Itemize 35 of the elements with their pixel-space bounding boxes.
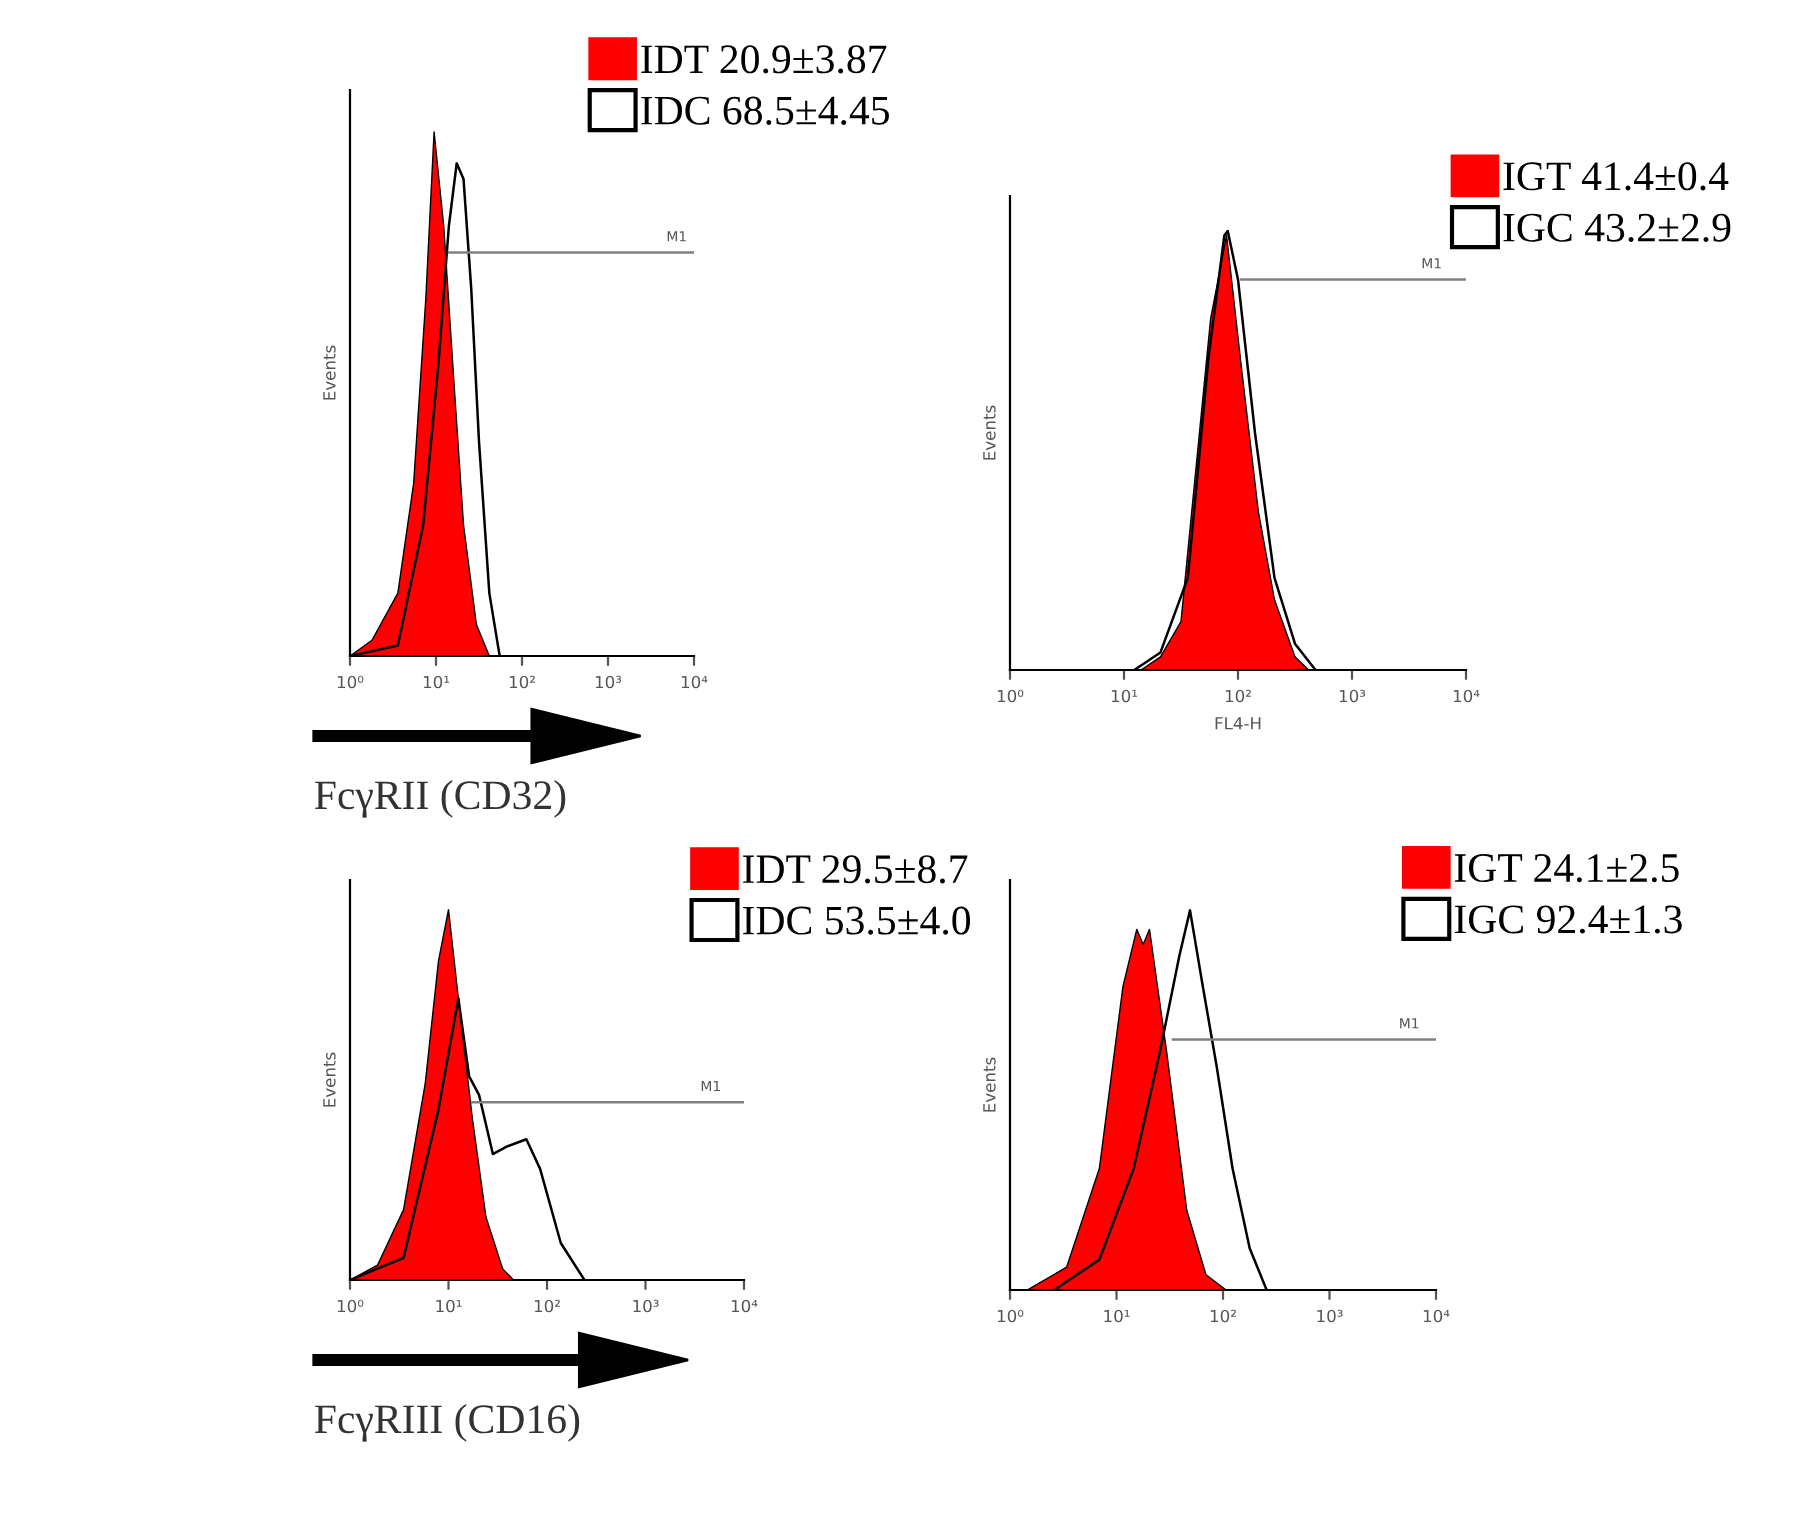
x-tick-label: 10⁰	[337, 1299, 364, 1313]
legend-label: IGC 92.4±1.3	[1454, 905, 1682, 934]
legend-label: IGT 24.1±2.5	[1454, 854, 1679, 883]
x-tick-label: 10³	[1317, 1309, 1343, 1323]
x-tick-label: 10³	[595, 675, 622, 689]
x-tick-label: 10²	[1210, 1309, 1236, 1323]
legend-label: IDC 53.5±4.0	[743, 906, 971, 935]
legend-label: IDT 29.5±8.7	[743, 855, 968, 884]
x-tick-label: 10⁴	[681, 675, 708, 689]
x-axis-title: FL4-H	[1215, 717, 1261, 730]
x-tick-label: 10⁰	[997, 689, 1024, 703]
x-tick-label: 10¹	[436, 1299, 462, 1313]
y-axis-title: Events	[983, 405, 996, 460]
x-tick-label: 10⁴	[1453, 689, 1480, 703]
x-tick-label: 10³	[633, 1299, 659, 1313]
x-tick-label: 10³	[1339, 689, 1366, 703]
legend-label: IDC 68.5±4.45	[641, 96, 889, 125]
x-tick-label: 10⁰	[997, 1309, 1024, 1323]
y-axis-title: Events	[323, 1052, 336, 1107]
text: FcγRIII (CD16)	[314, 1404, 580, 1442]
x-tick-label: 10²	[534, 1299, 560, 1313]
legend-label: IGT 41.4±0.4	[1503, 162, 1729, 191]
legend-label: IDT 20.9±3.87	[641, 45, 887, 74]
x-tick-label: 10²	[1225, 689, 1251, 703]
x-tick-label: 10⁴	[731, 1299, 758, 1313]
x-tick-label: 10²	[509, 675, 535, 689]
legend-label: IGC 43.2±2.9	[1503, 213, 1731, 242]
x-tick-label: 10¹	[1104, 1309, 1130, 1323]
x-tick-label: 10¹	[423, 675, 450, 689]
x-tick-label: 10⁴	[1423, 1309, 1450, 1323]
x-tick-label: 10¹	[1111, 689, 1138, 703]
y-axis-title: Events	[983, 1057, 996, 1112]
x-tick-label: 10⁰	[337, 675, 364, 689]
text: FcγRII (CD32)	[314, 780, 566, 818]
y-axis-title: Events	[323, 345, 336, 400]
